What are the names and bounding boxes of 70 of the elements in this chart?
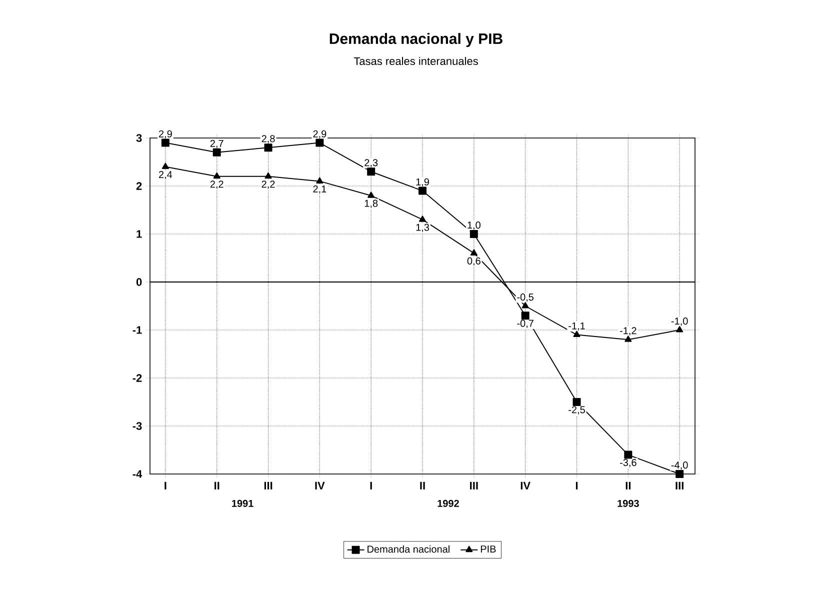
legend-label: Demanda nacional <box>368 545 450 553</box>
point <box>161 138 170 147</box>
point <box>367 168 376 176</box>
x-tick-label: II <box>214 482 220 490</box>
y-tick-label: -1 <box>132 326 142 334</box>
data-label: 0,6 <box>467 257 480 266</box>
point <box>264 172 272 179</box>
legend-label: PIB <box>480 546 496 552</box>
x-tick-label: IV <box>315 482 325 490</box>
y-tick-label: 0 <box>136 278 142 286</box>
point <box>573 330 580 338</box>
data-label: -1,2 <box>620 327 636 336</box>
y-tick-label: -3 <box>132 422 142 430</box>
point <box>212 148 221 156</box>
point <box>162 162 169 170</box>
chart-title: Demanda nacional y PIB <box>330 32 502 47</box>
point <box>676 326 684 332</box>
data-label: 2,3 <box>364 159 378 168</box>
y-tick-label: 3 <box>136 134 142 142</box>
x-tick-label: II <box>420 482 425 490</box>
data-label: 2,9 <box>313 130 326 139</box>
point <box>316 138 324 147</box>
data-label: -1,0 <box>671 318 688 326</box>
point <box>368 192 375 198</box>
x-tick-label: III <box>676 482 684 490</box>
point <box>264 144 272 152</box>
x-tick-label: III <box>264 482 272 490</box>
data-label: 2,4 <box>158 170 172 180</box>
point <box>522 302 529 308</box>
point <box>316 177 324 184</box>
x-tick-label: II <box>626 482 630 490</box>
x-tick-label: I <box>576 482 578 490</box>
data-label: 2,1 <box>313 185 326 194</box>
data-label: 1,3 <box>416 224 430 232</box>
data-label: -2,5 <box>568 406 585 414</box>
y-tick-label: -2 <box>132 374 142 382</box>
data-label: -0,5 <box>517 294 534 302</box>
point <box>676 470 684 478</box>
text: 1993 <box>618 500 639 507</box>
data-label: 2,2 <box>210 180 224 189</box>
point <box>418 216 426 222</box>
x-tick-label: III <box>470 482 478 490</box>
text: 1991 <box>232 500 254 507</box>
y-tick-label: 2 <box>136 182 142 190</box>
data-label: 1,8 <box>364 200 378 208</box>
point <box>213 172 220 179</box>
y-tick-label: -4 <box>132 470 142 478</box>
data-label: 2,2 <box>262 180 275 189</box>
data-label: 2,9 <box>158 130 172 139</box>
x-tick-label: IV <box>520 482 530 490</box>
point <box>624 336 632 342</box>
x-tick-label: I <box>370 482 372 490</box>
data-label: 2,7 <box>210 140 224 148</box>
x-tick-label: I <box>164 482 166 490</box>
data-label: 1,9 <box>416 178 429 187</box>
data-label: 1,0 <box>468 222 480 230</box>
point <box>418 186 427 195</box>
text: 1992 <box>438 500 459 507</box>
point <box>572 398 581 406</box>
data-label: -0,7 <box>517 320 534 328</box>
y-tick-label: 1 <box>136 230 142 238</box>
point <box>521 312 530 320</box>
chart-subtitle: Tasas reales interanuales <box>354 56 478 66</box>
data-label: -1,1 <box>568 322 585 331</box>
data-label: -3,6 <box>620 458 636 468</box>
point <box>624 450 632 459</box>
point <box>470 230 478 238</box>
point <box>470 249 478 256</box>
data-label: 2,8 <box>262 135 275 144</box>
data-label: -4,0 <box>671 462 688 470</box>
